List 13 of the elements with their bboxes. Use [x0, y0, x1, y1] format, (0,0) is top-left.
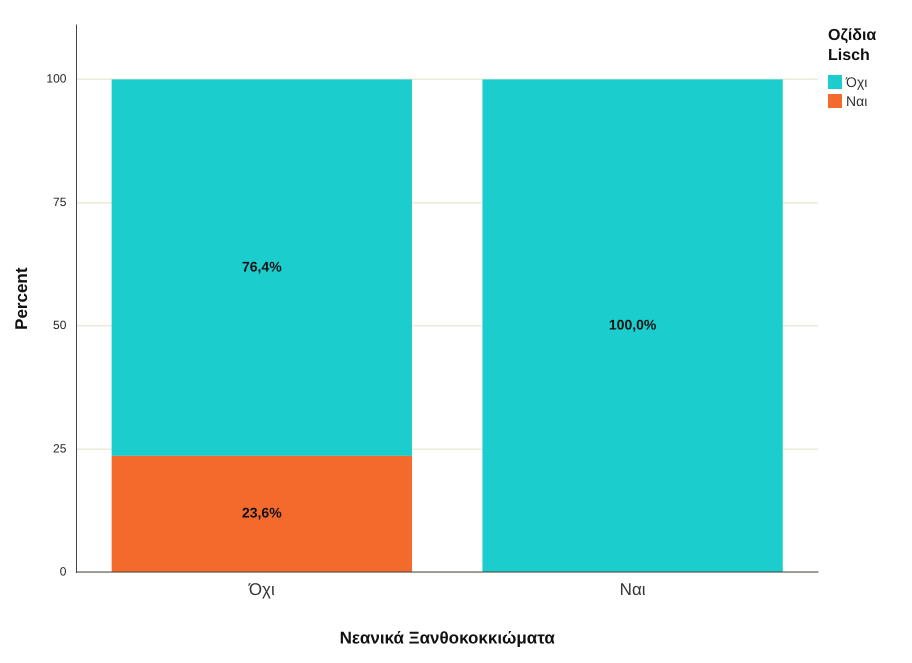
legend-title: Οζίδια Lisch: [828, 26, 878, 66]
data-label: 23,6%: [242, 504, 282, 521]
y-tick-label: 0: [60, 564, 67, 579]
data-label: 76,4%: [242, 258, 282, 275]
y-tick-label: 75: [53, 194, 67, 209]
y-tick-label: 25: [53, 441, 67, 456]
x-axis-title: Νεανικά Ξανθοκοκκιώματα: [340, 628, 556, 648]
y-tick-label: 100: [46, 72, 67, 86]
data-label: 100,0%: [608, 316, 657, 332]
legend-label: Όχι: [846, 74, 868, 90]
y-axis-title: Percent: [12, 267, 31, 330]
legend-label: Ναι: [846, 93, 868, 109]
y-tick-label: 50: [53, 318, 67, 332]
